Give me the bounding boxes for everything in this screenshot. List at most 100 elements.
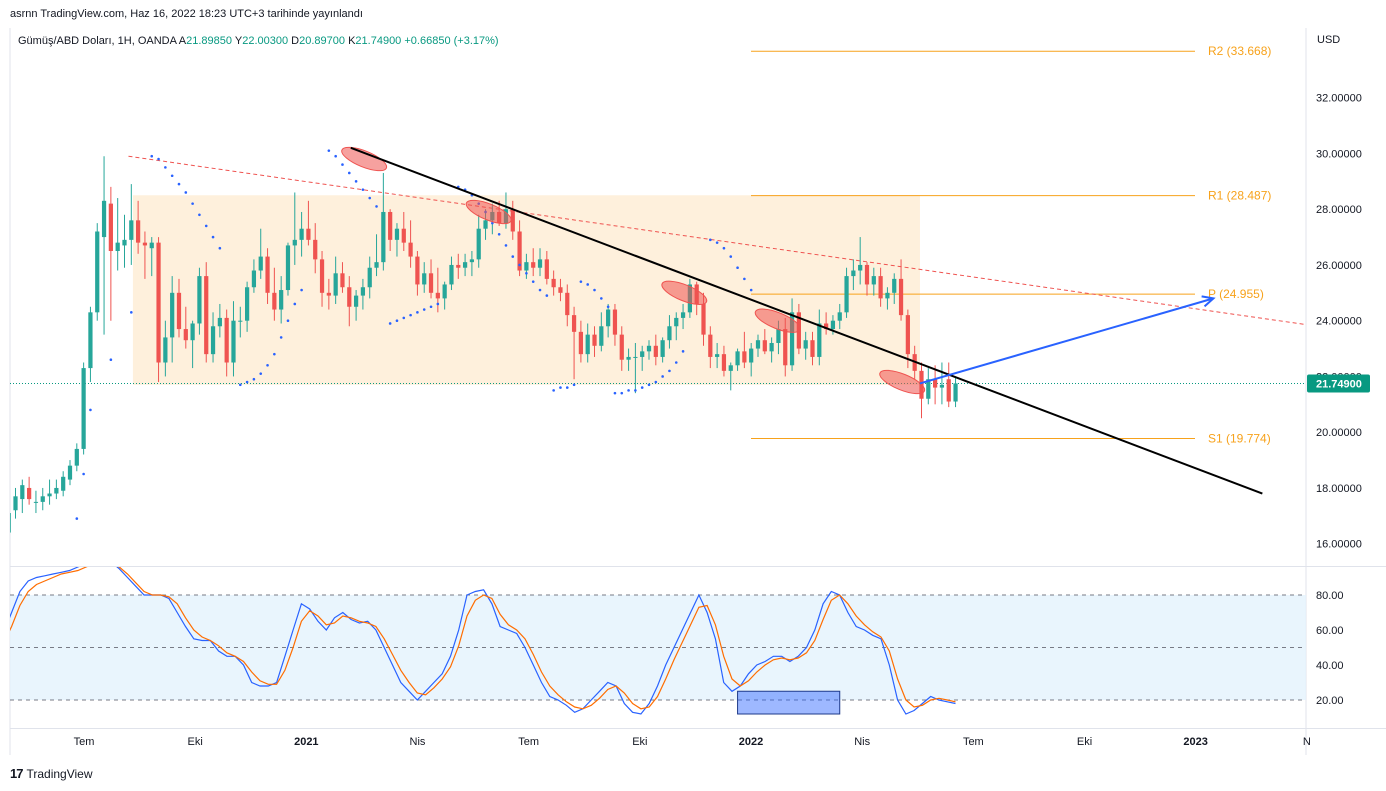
candle [88,306,93,383]
sar-dot [497,232,501,236]
candle [885,287,890,310]
sar-dot [674,361,678,364]
projection-arrow-head [1201,295,1216,308]
candle-body [803,340,808,349]
candle-body [388,211,393,240]
candle [476,214,481,268]
candle-body [95,231,100,313]
sar-dot [579,280,583,283]
candle-body [231,320,236,363]
candle [769,337,774,363]
candle-body [810,340,815,357]
candle-body [640,351,645,357]
candle [163,320,168,377]
price-tick-label: 26.00000 [1316,260,1362,272]
candle [319,251,325,307]
candle [217,303,222,338]
sar-dot [715,241,719,244]
candle-body [510,209,515,232]
tradingview-logo[interactable]: 17 TradingView [10,766,93,781]
candle-body [905,315,910,355]
candle [422,262,427,293]
candle [47,479,52,505]
candle-body [715,354,720,357]
sar-dot [572,383,576,387]
sar-dot [593,288,596,292]
candle-body [524,262,529,271]
candle [810,331,815,366]
candle-body [129,220,134,240]
candle [926,368,931,405]
candle-body [551,278,556,288]
candle-body [13,496,18,511]
sar-dot [565,386,569,389]
candle [851,259,856,291]
candle-body [101,200,107,238]
candle-body [646,345,652,352]
sar-dot [729,255,733,258]
candle [20,479,25,514]
candle [653,334,658,366]
candle-body [10,513,11,533]
sar-dot [191,202,194,205]
candle-body [170,292,175,338]
sar-dot [341,163,344,166]
candle [585,323,590,363]
candle [401,211,406,252]
candle [156,237,161,383]
candle [333,256,338,304]
candle-body [571,315,577,332]
candle [115,198,120,271]
sar-dot [627,389,630,392]
candle-body [830,320,836,330]
candle-body [946,379,951,402]
candle [524,253,529,279]
range-box [132,195,920,385]
candle [292,192,297,265]
candle-body [892,278,897,293]
candle-body [783,329,788,366]
candle [606,303,611,338]
sar-dot [89,408,92,412]
candle-body [210,326,216,355]
last-price-badge [1307,374,1370,393]
candle-body [360,287,366,296]
last-price-label: 21.74900 [1316,378,1362,390]
sar-dot [491,221,494,225]
candle [789,298,795,371]
candle [633,342,638,394]
candle [742,331,747,369]
candle [204,262,209,363]
candle [844,267,849,318]
candle-body [108,203,113,252]
time-tick-label: Tem [74,736,95,748]
sar-dot [395,319,399,322]
candle-body [953,383,958,402]
candle [469,251,475,277]
sar-dot [722,246,726,250]
sar-dot [409,313,412,317]
trendline [350,146,1263,495]
sar-dot [606,305,610,309]
candle [544,251,549,285]
candle [388,209,393,252]
candle-body [660,340,665,357]
candle-body [244,287,250,321]
candle-body [776,329,781,343]
sar-dot [654,380,658,384]
candle-body [680,312,686,318]
candle [238,306,243,338]
candle [728,362,733,391]
candle-body [33,501,39,503]
candle [558,278,563,302]
candle-body [313,239,318,260]
sar-dot [504,244,508,247]
pivot-label: R2 (33.668) [1208,44,1271,58]
candle [279,276,284,324]
sar-dot [559,386,562,389]
sar-dot [436,302,440,306]
candle-body [224,317,229,363]
candle [578,320,584,363]
projection-arrow [919,297,1214,385]
